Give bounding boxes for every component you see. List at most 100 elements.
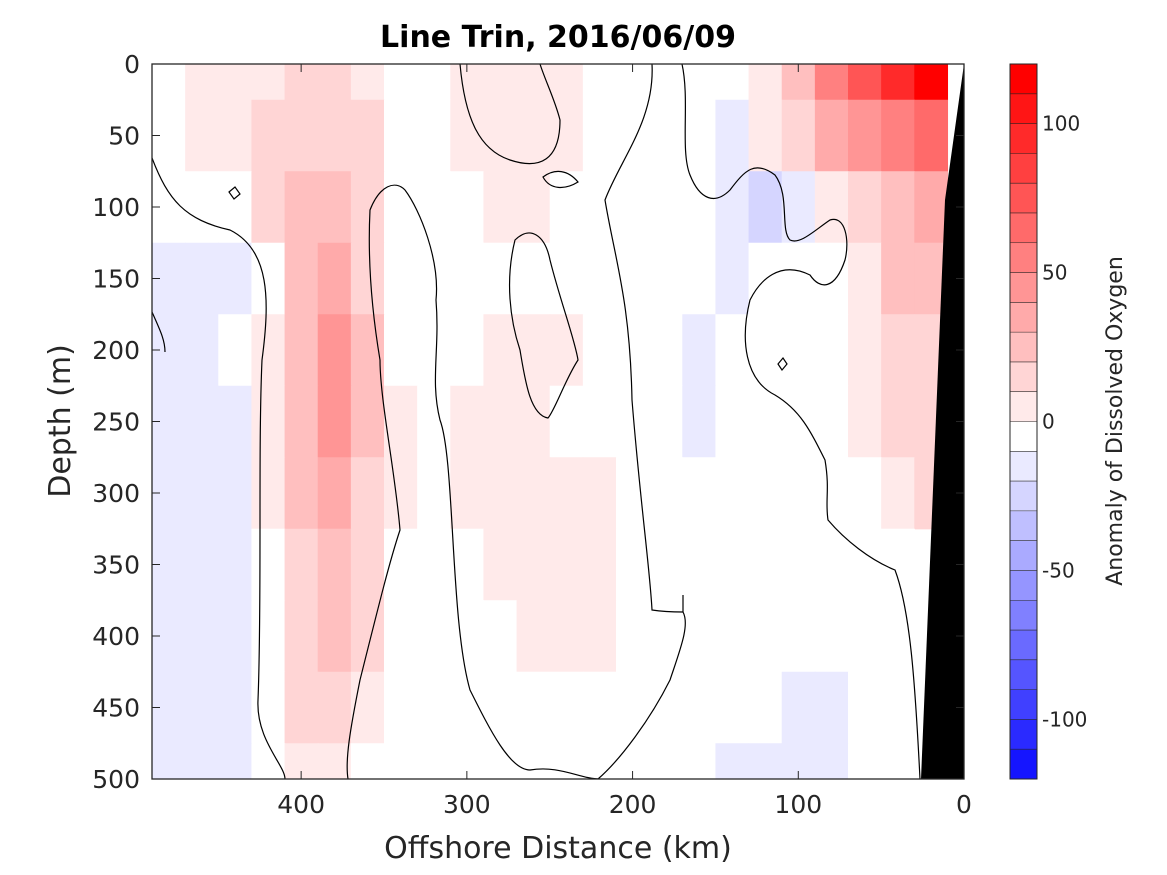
anomaly-cell [417,314,451,387]
anomaly-cell [814,314,849,387]
anomaly-cell [350,457,385,530]
anomaly-cell [384,457,418,530]
x-axis-label: Offshore Distance (km) [384,831,732,866]
anomaly-cell [350,171,385,244]
anomaly-cell [218,314,253,387]
anomaly-cell [450,457,485,530]
anomaly-cell [483,671,518,744]
anomaly-cell [781,242,816,315]
anomaly-cell [582,528,617,601]
anomaly-cell [483,528,518,601]
anomaly-cell [848,385,882,458]
anomaly-cell [814,671,849,744]
anomaly-cell [384,671,418,744]
anomaly-cell [450,314,485,387]
anomaly-cell [582,64,617,101]
anomaly-cell [848,600,882,673]
anomaly-cell [384,242,418,315]
anomaly-cell [748,64,783,101]
anomaly-cell [317,528,352,601]
anomaly-cell [814,99,849,172]
anomaly-cell [715,671,750,744]
anomaly-cell [616,671,650,744]
anomaly-cell [450,528,485,601]
anomaly-cell [284,528,319,601]
anomaly-cell [549,99,584,172]
anomaly-cell [715,743,750,779]
anomaly-cell [549,671,584,744]
anomaly-cell [218,385,253,458]
anomaly-cell [582,242,617,315]
colorbar-segment [1010,689,1037,720]
y-tick-label: 450 [92,694,140,723]
colorbar-tick-label: 50 [1042,261,1067,285]
y-tick-label: 200 [92,336,140,365]
anomaly-cell [350,242,385,315]
anomaly-cell [781,671,816,744]
anomaly-cell [682,385,717,458]
anomaly-cell [350,528,385,601]
anomaly-cell [317,671,352,744]
anomaly-cell [582,385,617,458]
anomaly-cell [218,242,253,315]
y-tick-label: 500 [92,765,140,794]
anomaly-cell [384,600,418,673]
anomaly-cell [848,671,882,744]
anomaly-cell [218,171,253,244]
seafloor-mask [921,64,964,779]
anomaly-cell [284,671,319,744]
anomaly-cell [649,457,683,530]
anomaly-cell [715,171,750,244]
anomaly-cell [715,457,750,530]
anomaly-cell [384,171,418,244]
anomaly-cell [185,64,219,101]
anomaly-cell [516,457,551,530]
anomaly-cell [516,242,551,315]
anomaly-cell [251,64,286,101]
anomaly-cell [649,99,683,172]
colorbar-segment [1010,212,1037,244]
colorbar-segment [1010,481,1037,512]
anomaly-cell [350,600,385,673]
anomaly-cell [516,314,551,387]
anomaly-cell [417,171,451,244]
anomaly-cell [483,743,518,779]
anomaly-cell [748,457,783,530]
anomaly-cell [185,385,219,458]
anomaly-cell [682,314,717,387]
anomaly-cell [384,314,418,387]
anomaly-cell [582,743,617,779]
anomaly-cell [417,99,451,172]
colorbar-segment [1010,719,1037,750]
anomaly-cell [317,743,352,779]
anomaly-cell [715,314,750,387]
anomaly-cell [284,171,319,244]
anomaly-cell [848,457,882,530]
anomaly-cell [483,385,518,458]
zero-contour-line [152,311,166,353]
anomaly-cell [350,64,385,101]
anomaly-cell [848,242,882,315]
anomaly-cell [483,600,518,673]
anomaly-cell [748,314,783,387]
colorbar-segment [1010,540,1037,571]
anomaly-cell [914,171,949,244]
anomaly-cell [781,385,816,458]
y-tick-label: 350 [92,551,140,580]
anomaly-cell [616,528,650,601]
x-axis-ticks: 400 300 200 100 0 [277,64,972,819]
anomaly-cell [649,171,683,244]
anomaly-cell [417,671,451,744]
colorbar-tick-label: 0 [1042,410,1055,434]
anomaly-cell [814,600,849,673]
anomaly-cell [616,314,650,387]
zero-contour-line [542,170,579,188]
anomaly-cell [284,242,319,315]
anomaly-cell [649,385,683,458]
anomaly-cell [185,743,219,779]
colorbar-tick-label: -50 [1042,558,1075,582]
anomaly-cell [450,385,485,458]
anomaly-cell [914,64,949,101]
anomaly-cell [251,385,286,458]
anomaly-cell [417,457,451,530]
